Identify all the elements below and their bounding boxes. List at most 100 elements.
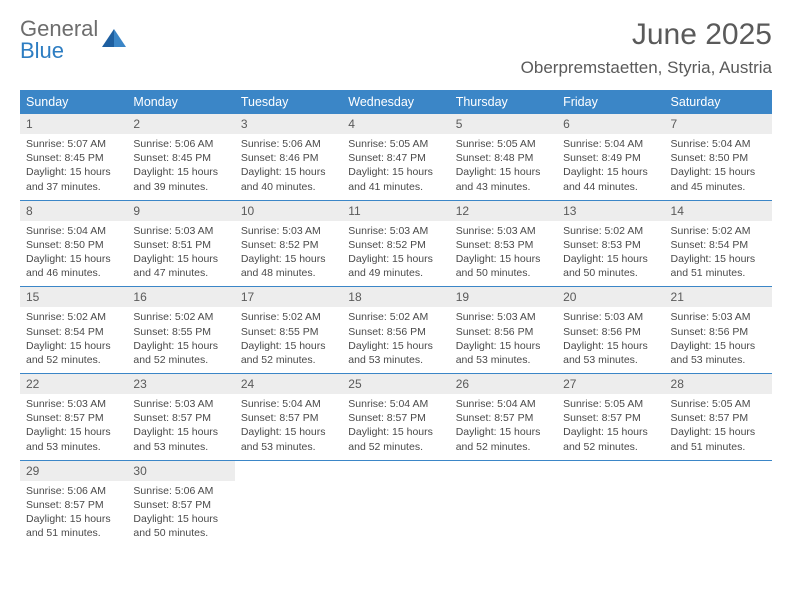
day-number: 2 xyxy=(133,117,228,131)
day-number: 25 xyxy=(348,377,443,391)
day-number: 10 xyxy=(241,204,336,218)
day-number: 24 xyxy=(241,377,336,391)
title-block: June 2025 Oberpremstaetten, Styria, Aust… xyxy=(521,18,772,78)
day-cell: 15 Sunrise: 5:02 AMSunset: 8:54 PMDayligh… xyxy=(20,287,127,373)
day-cell: 22Sunrise: 5:03 AMSunset: 8:57 PMDayligh… xyxy=(20,374,127,460)
day-header: Saturday xyxy=(665,90,772,114)
day-cell: 5Sunrise: 5:05 AMSunset: 8:48 PMDaylight… xyxy=(450,114,557,200)
location: Oberpremstaetten, Styria, Austria xyxy=(521,58,772,78)
day-cell: 8Sunrise: 5:04 AMSunset: 8:50 PMDaylight… xyxy=(20,201,127,287)
day-number: 3 xyxy=(241,117,336,131)
day-number: 26 xyxy=(456,377,551,391)
day-cell: 1Sunrise: 5:07 AMSunset: 8:45 PMDaylight… xyxy=(20,114,127,200)
day-details: Sunrise: 5:03 AMSunset: 8:52 PMDaylight:… xyxy=(342,221,449,281)
day-details: Sunrise: 5:02 AMSunset: 8:55 PMDaylight:… xyxy=(235,307,342,367)
day-details: Sunrise: 5:03 AMSunset: 8:57 PMDaylight:… xyxy=(20,394,127,454)
day-cell: 28Sunrise: 5:05 AMSunset: 8:57 PMDayligh… xyxy=(665,374,772,460)
week-row: 1Sunrise: 5:07 AMSunset: 8:45 PMDaylight… xyxy=(20,114,772,201)
day-number: 1 xyxy=(26,117,121,131)
week-row: 8Sunrise: 5:04 AMSunset: 8:50 PMDaylight… xyxy=(20,201,772,288)
day-number: 14 xyxy=(671,204,766,218)
day-details: Sunrise: 5:03 AMSunset: 8:51 PMDaylight:… xyxy=(127,221,234,281)
day-details: Sunrise: 5:06 AMSunset: 8:45 PMDaylight:… xyxy=(127,134,234,194)
week-row: 29 Sunrise: 5:06 AMSunset: 8:57 PMDayligh… xyxy=(20,461,772,547)
day-details: Sunrise: 5:02 AMSunset: 8:54 PMDaylight:… xyxy=(665,221,772,281)
day-cell: 12 Sunrise: 5:03 AMSunset: 8:53 PMDayligh… xyxy=(450,201,557,287)
day-cell: 10 Sunrise: 5:03 AMSunset: 8:52 PMDayligh… xyxy=(235,201,342,287)
day-details: Sunrise: 5:04 AMSunset: 8:49 PMDaylight:… xyxy=(557,134,664,194)
day-cell: 29 Sunrise: 5:06 AMSunset: 8:57 PMDayligh… xyxy=(20,461,127,547)
day-number: 5 xyxy=(456,117,551,131)
day-number: 7 xyxy=(671,117,766,131)
logo-text-top: General xyxy=(20,18,98,40)
day-header: Wednesday xyxy=(342,90,449,114)
day-cell xyxy=(342,461,449,547)
day-cell: 14 Sunrise: 5:02 AMSunset: 8:54 PMDayligh… xyxy=(665,201,772,287)
day-number: 6 xyxy=(563,117,658,131)
day-number: 13 xyxy=(563,204,658,218)
day-details: Sunrise: 5:02 AMSunset: 8:54 PMDaylight:… xyxy=(20,307,127,367)
day-details: Sunrise: 5:04 AMSunset: 8:50 PMDaylight:… xyxy=(20,221,127,281)
day-number: 4 xyxy=(348,117,443,131)
flag-icon xyxy=(101,27,127,54)
day-number: 30 xyxy=(133,464,228,478)
day-cell: 6 Sunrise: 5:04 AMSunset: 8:49 PMDaylight… xyxy=(557,114,664,200)
day-details: Sunrise: 5:03 AMSunset: 8:56 PMDaylight:… xyxy=(450,307,557,367)
day-cell: 18 Sunrise: 5:02 AMSunset: 8:56 PMDayligh… xyxy=(342,287,449,373)
day-details: Sunrise: 5:03 AMSunset: 8:53 PMDaylight:… xyxy=(450,221,557,281)
day-details: Sunrise: 5:02 AMSunset: 8:55 PMDaylight:… xyxy=(127,307,234,367)
day-header: Monday xyxy=(127,90,234,114)
header: General Blue June 2025 Oberpremstaetten,… xyxy=(20,18,772,78)
day-details: Sunrise: 5:02 AMSunset: 8:56 PMDaylight:… xyxy=(342,307,449,367)
day-details: Sunrise: 5:06 AMSunset: 8:46 PMDaylight:… xyxy=(235,134,342,194)
day-details: Sunrise: 5:04 AMSunset: 8:57 PMDaylight:… xyxy=(235,394,342,454)
day-details: Sunrise: 5:03 AMSunset: 8:57 PMDaylight:… xyxy=(127,394,234,454)
logo-text-bottom: Blue xyxy=(20,40,98,62)
day-cell: 7 Sunrise: 5:04 AMSunset: 8:50 PMDaylight… xyxy=(665,114,772,200)
day-number: 12 xyxy=(456,204,551,218)
day-number: 23 xyxy=(133,377,228,391)
day-details: Sunrise: 5:03 AMSunset: 8:56 PMDaylight:… xyxy=(665,307,772,367)
day-cell: 30 Sunrise: 5:06 AMSunset: 8:57 PMDayligh… xyxy=(127,461,234,547)
day-details: Sunrise: 5:03 AMSunset: 8:56 PMDaylight:… xyxy=(557,307,664,367)
day-details: Sunrise: 5:05 AMSunset: 8:47 PMDaylight:… xyxy=(342,134,449,194)
month-title: June 2025 xyxy=(521,18,772,52)
day-cell: 4 Sunrise: 5:05 AMSunset: 8:47 PMDaylight… xyxy=(342,114,449,200)
day-number: 17 xyxy=(241,290,336,304)
day-cell: 27 Sunrise: 5:05 AMSunset: 8:57 PMDayligh… xyxy=(557,374,664,460)
day-header: Thursday xyxy=(450,90,557,114)
day-details: Sunrise: 5:05 AMSunset: 8:57 PMDaylight:… xyxy=(557,394,664,454)
day-number: 28 xyxy=(671,377,766,391)
day-details: Sunrise: 5:06 AMSunset: 8:57 PMDaylight:… xyxy=(127,481,234,541)
day-number: 21 xyxy=(671,290,766,304)
day-cell xyxy=(665,461,772,547)
day-cell: 23 Sunrise: 5:03 AMSunset: 8:57 PMDayligh… xyxy=(127,374,234,460)
day-number: 16 xyxy=(133,290,228,304)
day-header: Friday xyxy=(557,90,664,114)
day-cell: 20 Sunrise: 5:03 AMSunset: 8:56 PMDayligh… xyxy=(557,287,664,373)
day-number: 20 xyxy=(563,290,658,304)
week-row: 22Sunrise: 5:03 AMSunset: 8:57 PMDayligh… xyxy=(20,374,772,461)
day-header: Tuesday xyxy=(235,90,342,114)
day-header-row: SundayMondayTuesdayWednesdayThursdayFrid… xyxy=(20,90,772,114)
day-cell: 13Sunrise: 5:02 AMSunset: 8:53 PMDayligh… xyxy=(557,201,664,287)
week-row: 15 Sunrise: 5:02 AMSunset: 8:54 PMDayligh… xyxy=(20,287,772,374)
day-cell xyxy=(450,461,557,547)
day-cell xyxy=(235,461,342,547)
day-cell: 3 Sunrise: 5:06 AMSunset: 8:46 PMDaylight… xyxy=(235,114,342,200)
day-cell: 26 Sunrise: 5:04 AMSunset: 8:57 PMDayligh… xyxy=(450,374,557,460)
day-number: 27 xyxy=(563,377,658,391)
day-details: Sunrise: 5:04 AMSunset: 8:50 PMDaylight:… xyxy=(665,134,772,194)
day-details: Sunrise: 5:03 AMSunset: 8:52 PMDaylight:… xyxy=(235,221,342,281)
day-number: 15 xyxy=(26,290,121,304)
calendar: SundayMondayTuesdayWednesdayThursdayFrid… xyxy=(20,90,772,546)
day-number: 29 xyxy=(26,464,121,478)
day-number: 18 xyxy=(348,290,443,304)
day-number: 11 xyxy=(348,204,443,218)
logo: General Blue xyxy=(20,18,127,62)
day-cell: 24 Sunrise: 5:04 AMSunset: 8:57 PMDayligh… xyxy=(235,374,342,460)
day-details: Sunrise: 5:04 AMSunset: 8:57 PMDaylight:… xyxy=(450,394,557,454)
day-cell: 11 Sunrise: 5:03 AMSunset: 8:52 PMDayligh… xyxy=(342,201,449,287)
day-details: Sunrise: 5:06 AMSunset: 8:57 PMDaylight:… xyxy=(20,481,127,541)
day-cell: 19Sunrise: 5:03 AMSunset: 8:56 PMDayligh… xyxy=(450,287,557,373)
